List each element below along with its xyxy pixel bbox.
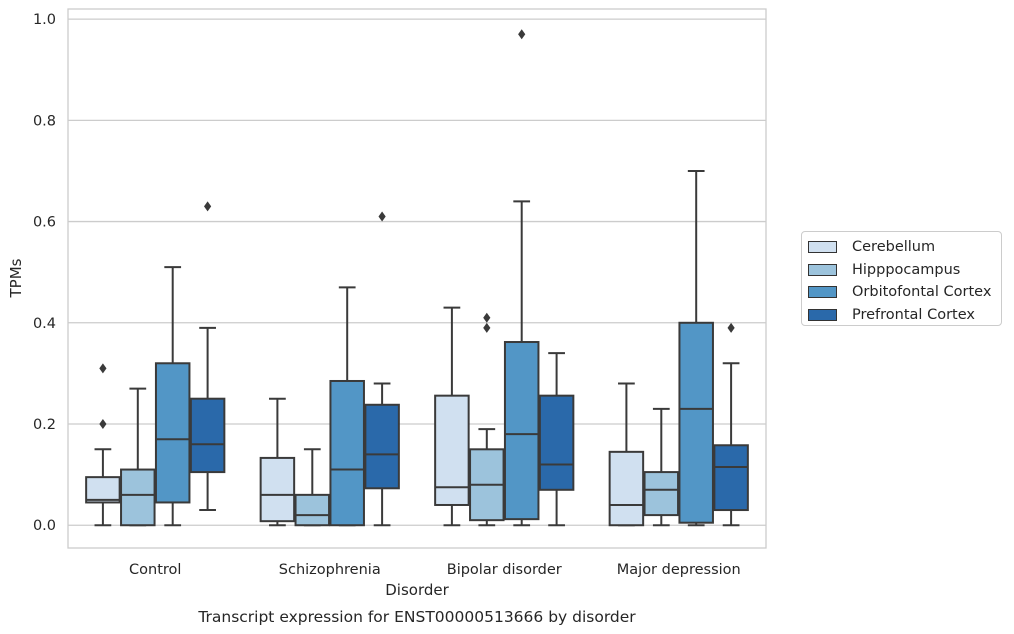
y-tick-label: 0.2 xyxy=(33,417,56,433)
iqr-box xyxy=(189,397,226,474)
y-tick-labels: 0.0 0.2 0.4 0.6 0.8 1.0 xyxy=(33,12,56,534)
outlier-point xyxy=(483,322,491,333)
iqr-box xyxy=(120,468,156,527)
iqr-box xyxy=(329,379,365,527)
box-cerebellum xyxy=(434,306,470,527)
box-prefrontal-cortex xyxy=(713,322,749,527)
iqr-box xyxy=(364,403,400,490)
box-hipppocampus xyxy=(469,312,505,527)
outlier-point xyxy=(518,29,526,40)
box-hipppocampus xyxy=(120,387,156,527)
x-tick-label: Bipolar disorder xyxy=(447,562,562,578)
iqr-box xyxy=(154,362,191,504)
iqr-box xyxy=(85,476,121,504)
y-axis-label: TPMs xyxy=(7,258,25,298)
box-prefrontal-cortex xyxy=(189,201,226,512)
box-cerebellum xyxy=(85,363,121,527)
box-hipppocampus xyxy=(643,407,680,527)
outlier-point xyxy=(99,419,107,430)
outlier-point xyxy=(204,201,212,212)
x-tick-labels: Control Schizophrenia Bipolar disorder Majo… xyxy=(129,562,741,578)
legend-swatch xyxy=(808,308,837,321)
legend-item: Hipppocampus xyxy=(808,259,1001,282)
box-cerebellum xyxy=(259,397,296,527)
outlier-point xyxy=(99,363,107,374)
box-orbitofontal-cortex xyxy=(503,29,540,527)
box-prefrontal-cortex xyxy=(538,352,575,527)
legend-label: Hipppocampus xyxy=(852,261,961,278)
iqr-box xyxy=(434,394,470,506)
outlier-point xyxy=(378,211,386,222)
iqr-box xyxy=(503,341,540,521)
x-tick-label: Control xyxy=(129,562,181,578)
box-cerebellum xyxy=(608,382,645,527)
y-tick-label: 1.0 xyxy=(33,12,56,28)
x-tick-label: Major depression xyxy=(617,562,741,578)
legend: Cerebellum Hipppocampus Orbitofontal Corte… xyxy=(801,231,1002,326)
chart-caption: Transcript expression for ENST0000051366… xyxy=(197,608,636,626)
legend-item: Orbitofontal Cortex xyxy=(808,281,1001,304)
iqr-box xyxy=(538,394,575,491)
legend-label: Orbitofontal Cortex xyxy=(852,284,992,301)
legend-item: Cerebellum xyxy=(808,236,1001,259)
legend-label: Prefrontal Cortex xyxy=(852,306,975,323)
outlier-point xyxy=(483,312,491,323)
iqr-box xyxy=(643,471,680,517)
legend-swatch xyxy=(808,263,837,276)
iqr-box xyxy=(294,493,331,527)
box-hipppocampus xyxy=(294,448,331,527)
iqr-box xyxy=(678,321,714,524)
box-prefrontal-cortex xyxy=(364,211,400,527)
legend-swatch xyxy=(808,286,837,299)
iqr-box xyxy=(713,444,749,512)
plot-frame xyxy=(67,8,767,549)
y-tick-label: 0.6 xyxy=(33,215,56,231)
iqr-box xyxy=(608,450,645,527)
box-orbitofontal-cortex xyxy=(154,266,191,527)
outlier-point xyxy=(727,322,735,333)
legend-item: Prefrontal Cortex xyxy=(808,304,1001,327)
y-tick-label: 0.0 xyxy=(33,518,56,534)
legend-swatch xyxy=(808,241,837,254)
box-orbitofontal-cortex xyxy=(329,286,365,527)
y-tick-label: 0.8 xyxy=(33,113,56,129)
x-tick-label: Schizophrenia xyxy=(279,562,381,578)
iqr-box xyxy=(259,456,296,523)
box-groups xyxy=(85,29,749,527)
legend-label: Cerebellum xyxy=(852,239,936,256)
box-orbitofontal-cortex xyxy=(678,169,714,527)
x-axis-label: Disorder xyxy=(385,581,449,599)
y-tick-label: 0.4 xyxy=(33,316,56,332)
